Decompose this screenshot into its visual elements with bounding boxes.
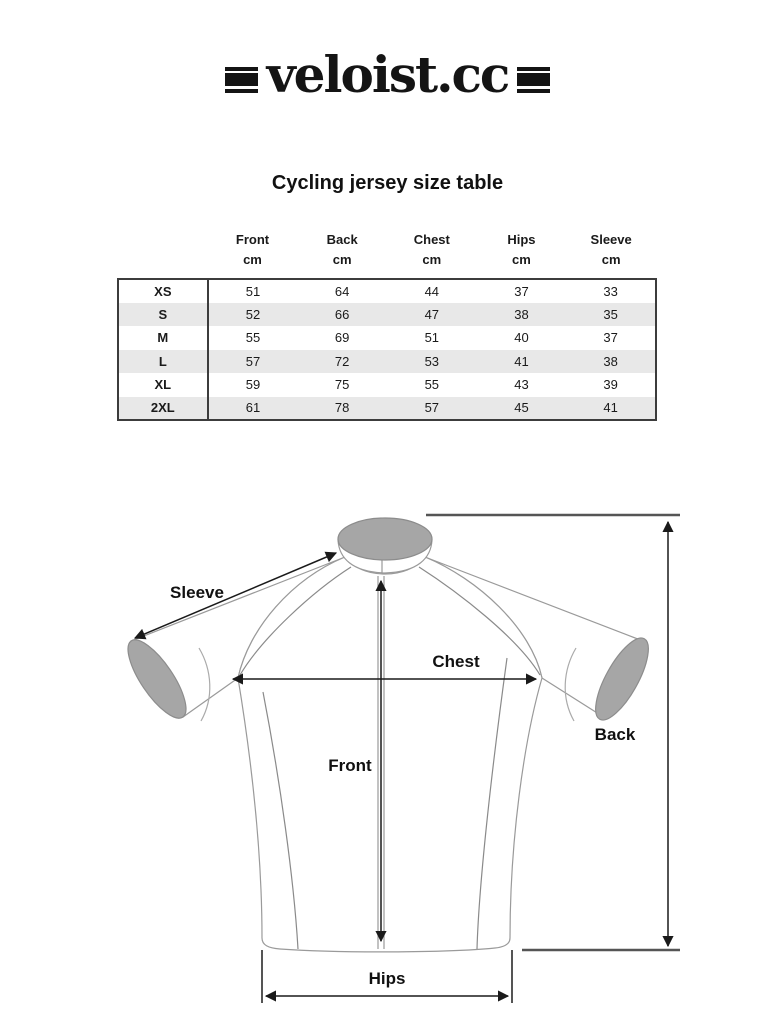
jersey-measurement-diagram: Sleeve Chest Front Back Hips	[127, 513, 680, 1003]
value-cell: 40	[514, 330, 529, 346]
hips-label: Hips	[369, 969, 406, 988]
value-cell: 57	[207, 349, 298, 373]
size-cell: XS	[117, 278, 209, 303]
sleeve-label: Sleeve	[170, 583, 224, 602]
value-cell: 41	[476, 349, 567, 373]
jersey-outline	[127, 517, 649, 953]
jersey-body	[237, 556, 543, 953]
chest-label: Chest	[432, 652, 480, 671]
sleeve-arrow	[133, 551, 338, 640]
value-cell: 55	[424, 377, 440, 393]
left-cuff-opening	[127, 639, 187, 719]
value-cell: 57	[386, 396, 477, 421]
column-header-chest: Chest cm	[413, 232, 450, 267]
value-cell: 61	[207, 396, 298, 421]
size-cell: M	[117, 326, 209, 350]
table-row-xs: XS 51 64 44 37 33	[117, 278, 657, 303]
right-raglan-seam	[418, 566, 541, 676]
logo-bars-left-icon	[224, 66, 258, 93]
value-cell: 41	[566, 396, 657, 421]
value-cell: 51	[424, 330, 440, 346]
size-cell: 2XL	[117, 396, 209, 421]
value-cell: 69	[334, 330, 350, 346]
size-cell: XL	[117, 373, 209, 397]
value-cell: 47	[386, 302, 477, 326]
table-row-s: S 52 66 47 38 35	[117, 302, 657, 326]
value-cell: 55	[245, 330, 261, 346]
value-cell: 43	[514, 377, 529, 393]
value-cell: 51	[207, 278, 298, 303]
page-title: Cycling jersey size table	[271, 172, 504, 194]
value-cell: 45	[476, 396, 567, 421]
back-label: Back	[595, 725, 636, 744]
size-table: Front cm Back cm Chest cm Hips cm Sleeve cm X…	[117, 227, 657, 421]
left-side-seam	[262, 691, 299, 950]
table-row-l: L 57 72 53 41 38	[117, 349, 657, 373]
table-row-xl: XL 59 75 55 43 39	[117, 373, 657, 397]
value-cell: 75	[334, 377, 350, 393]
value-cell: 44	[386, 278, 477, 303]
right-cuff-opening	[595, 637, 649, 721]
neck-opening	[337, 517, 433, 561]
column-header-back: Back cm	[326, 232, 358, 267]
site-logo[interactable]: veloist.cc	[0, 46, 775, 104]
value-cell: 52	[207, 302, 298, 326]
value-cell: 59	[245, 377, 261, 393]
value-cell: 37	[566, 326, 657, 350]
logo-text: veloist.cc	[266, 45, 511, 104]
value-cell: 78	[297, 396, 387, 421]
value-cell: 35	[566, 302, 657, 326]
value-cell: 33	[566, 278, 657, 303]
table-row-2xl: 2XL 61 78 57 45 41	[117, 396, 657, 421]
column-header-hips: Hips cm	[507, 232, 536, 267]
value-cell: 66	[297, 302, 387, 326]
front-label: Front	[328, 756, 372, 775]
column-header-front: Front cm	[235, 232, 270, 267]
table-row-m: M 55 69 51 40 37	[117, 326, 657, 350]
right-side-seam	[476, 657, 508, 950]
value-cell: 38	[476, 302, 567, 326]
value-cell: 53	[386, 349, 477, 373]
corner-cell	[118, 227, 208, 279]
size-table-header: Front cm Back cm Chest cm Hips cm Sleeve cm	[118, 227, 656, 279]
value-cell: 72	[297, 349, 387, 373]
value-cell: 64	[297, 278, 387, 303]
measurement-arrows	[133, 513, 680, 1003]
size-cell: L	[117, 349, 209, 373]
logo-bars-right-icon	[517, 66, 551, 93]
size-cell: S	[117, 302, 209, 326]
value-cell: 38	[566, 349, 657, 373]
column-header-sleeve: Sleeve cm	[590, 232, 632, 267]
value-cell: 37	[476, 278, 567, 303]
value-cell: 39	[566, 373, 657, 397]
